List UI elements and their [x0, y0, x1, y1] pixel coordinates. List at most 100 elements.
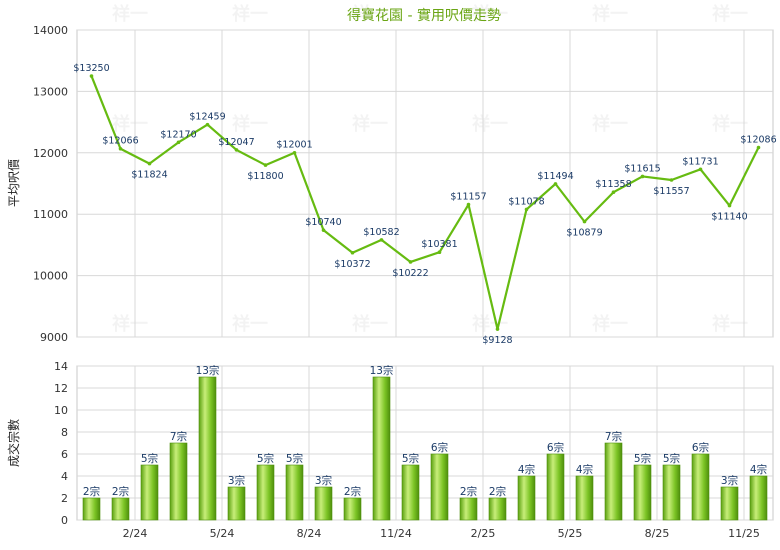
price-point	[524, 207, 529, 212]
volume-bar	[720, 486, 739, 521]
bar-value-label: 5宗	[634, 452, 651, 465]
price-point	[727, 203, 732, 208]
volume-bar	[633, 464, 652, 521]
watermark-text: 祥一	[232, 3, 268, 25]
bar-value-label: 2宗	[489, 485, 506, 498]
x-tick-label: 2/25	[471, 527, 496, 540]
bar-value-label: 4宗	[750, 463, 767, 476]
price-grid	[76, 29, 774, 338]
bar-value-label: 3宗	[721, 474, 738, 487]
bar-value-label: 6宗	[547, 441, 564, 454]
watermark-text: 祥一	[712, 313, 748, 335]
price-value-label: $12001	[276, 140, 312, 151]
price-line-layer	[89, 74, 761, 331]
volume-y-axis-title: 成交宗數	[6, 419, 21, 467]
price-value-label: $12170	[160, 129, 196, 140]
bar-value-label: 7宗	[170, 430, 187, 443]
price-point	[553, 182, 558, 186]
price-value-label: $11157	[450, 192, 486, 203]
bar-value-label: 2宗	[112, 485, 129, 498]
watermark-text: 祥一	[712, 113, 748, 135]
bar-value-label: 2宗	[460, 485, 477, 498]
bar-value-label: 4宗	[576, 463, 593, 476]
x-tick-label: 5/24	[210, 527, 235, 540]
bar-value-label: 5宗	[286, 452, 303, 465]
volume-bar	[140, 464, 159, 521]
price-point	[379, 238, 384, 242]
price-y-tick-label: 11000	[33, 208, 68, 221]
x-tick-label: 5/25	[558, 527, 583, 540]
watermark-text: 祥一	[472, 113, 508, 135]
volume-bar	[604, 442, 623, 521]
watermark-text: 祥一	[352, 113, 388, 135]
bar-value-label: 5宗	[257, 452, 274, 465]
price-value-label: $11078	[508, 196, 544, 207]
price-value-label: $9128	[482, 335, 512, 346]
price-value-label: $10740	[305, 217, 341, 228]
volume-bar	[401, 464, 420, 521]
volume-bar	[488, 497, 507, 521]
price-point	[698, 167, 703, 172]
volume-y-tick-label: 0	[61, 514, 68, 527]
price-value-label: $12459	[189, 112, 225, 123]
bar-value-label: 7宗	[605, 430, 622, 443]
volume-y-tick-label: 14	[54, 360, 68, 373]
volume-bar	[517, 475, 536, 521]
volume-bar	[82, 497, 101, 521]
volume-bar	[227, 486, 246, 521]
watermark-text: 祥一	[592, 3, 628, 25]
price-point	[437, 250, 442, 255]
watermark-text: 祥一	[112, 113, 148, 135]
volume-bar	[343, 497, 362, 521]
watermark-text: 祥一	[112, 313, 148, 335]
price-y-tick-label: 14000	[33, 24, 68, 37]
price-value-label: $11557	[653, 186, 689, 197]
price-value-label: $11800	[247, 171, 283, 182]
price-y-tick-label: 13000	[33, 85, 68, 98]
price-value-label: $10381	[421, 239, 457, 250]
watermark-text: 祥一	[232, 113, 268, 135]
price-point	[669, 178, 674, 182]
price-point	[466, 202, 471, 207]
price-value-label: $12086	[740, 135, 776, 146]
price-value-label: $10879	[566, 228, 602, 239]
price-point	[408, 260, 413, 264]
bar-value-label: 4宗	[518, 463, 535, 476]
axes: 9000 10000 11000 12000 13000 14000 0 2 4 6 8 10 12 14…	[33, 24, 760, 540]
volume-bar	[691, 453, 710, 521]
x-tick-label: 2/24	[123, 527, 148, 540]
price-y-tick-label: 10000	[33, 270, 68, 283]
price-point	[640, 174, 645, 179]
volume-y-tick-label: 6	[61, 448, 68, 461]
price-value-label: $10372	[334, 259, 370, 270]
watermark-text: 祥一	[472, 313, 508, 335]
chart-title: 得寶花園 - 實用呎價走勢	[347, 7, 501, 24]
volume-bar	[430, 453, 449, 521]
price-point	[292, 150, 297, 155]
bar-value-label: 5宗	[141, 452, 158, 465]
price-plot-frame	[76, 29, 774, 338]
bar-value-label: 2宗	[83, 485, 100, 498]
watermark-text: 祥一	[112, 3, 148, 25]
price-point	[263, 163, 268, 167]
volume-bar	[198, 376, 217, 521]
price-value-label: $11358	[595, 179, 631, 190]
volume-bars	[82, 376, 768, 521]
volume-bar	[169, 442, 188, 521]
volume-y-tick-label: 8	[61, 426, 68, 439]
price-point	[611, 190, 616, 195]
bar-value-label: 3宗	[228, 474, 245, 487]
watermark-text: 祥一	[592, 313, 628, 335]
volume-y-tick-label: 10	[54, 404, 68, 417]
price-point	[234, 148, 239, 152]
x-tick-label: 8/24	[297, 527, 322, 540]
price-value-label: $11824	[131, 170, 167, 181]
price-point	[147, 161, 152, 166]
watermark-text: 祥一	[712, 3, 748, 25]
watermark-text: 祥一	[232, 313, 268, 335]
bar-value-label: 13宗	[196, 364, 220, 377]
volume-y-tick-label: 2	[61, 492, 68, 505]
price-point	[350, 250, 355, 255]
